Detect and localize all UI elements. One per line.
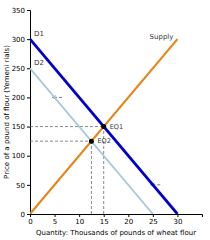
x-axis-title: Quantity: Thousands of pounds of wheat f… [36, 229, 196, 237]
x-axis-tick-label: 0 [28, 218, 32, 226]
x-axis-tick-label: 30 [173, 218, 182, 226]
x-axis-tick-label: 5 [53, 218, 57, 226]
point-label: EQ2 [97, 137, 110, 145]
x-axis-tick-mark [79, 214, 80, 217]
x-axis: 0 5 10 15 20 25 30 [28, 214, 202, 226]
y-axis: 0 50 100 150 200 250 300 350 [12, 7, 31, 219]
series-label: D1 [34, 30, 44, 38]
point [89, 139, 94, 144]
point [101, 124, 106, 129]
y-axis-tick: 100 [12, 152, 30, 160]
x-axis-tick: 10 [75, 214, 84, 226]
plot-area [30, 39, 177, 214]
x-axis-line [31, 215, 203, 218]
chart: 051015202530050100150200250300350Quantit… [0, 0, 210, 240]
y-axis-tick: 200 [12, 94, 30, 102]
y-axis-tick: 0 [21, 211, 30, 219]
x-axis-tick-mark [128, 214, 129, 217]
guide-line [30, 126, 104, 127]
x-axis-tick-mark [55, 214, 56, 217]
x-axis-tick: 0 [28, 214, 32, 226]
y-axis-tick-label: 200 [12, 94, 25, 102]
y-axis-tick-label: 100 [12, 152, 25, 160]
y-axis-tick-label: 150 [12, 123, 25, 131]
labels: Supply D1 D2 EQ1EQ2 [34, 30, 173, 145]
series-label: D2 [34, 59, 44, 67]
y-axis-tick-mark [27, 185, 30, 186]
guide-line [91, 141, 92, 214]
x-axis-tick-mark [177, 214, 178, 217]
y-axis-tick-label: 300 [12, 36, 25, 44]
y-axis-tick: 250 [12, 65, 30, 73]
x-axis-tick-mark [153, 214, 154, 217]
y-axis-tick-label: 0 [21, 211, 25, 219]
y-axis-tick-mark [27, 214, 30, 215]
y-axis-title: Price of a pound of flour (Yemeni rials) [3, 45, 11, 179]
y-axis-tick-label: 350 [12, 7, 25, 15]
x-axis-tick: 20 [124, 214, 133, 226]
y-axis-tick-mark [27, 156, 30, 157]
series-label: Supply [150, 33, 174, 41]
y-axis-line [27, 11, 31, 215]
series-line [30, 39, 177, 214]
y-axis-tick-mark [27, 68, 30, 69]
y-axis-tick-label: 250 [12, 65, 25, 73]
y-axis-tick: 350 [12, 7, 30, 15]
x-axis-tick: 5 [53, 214, 57, 226]
series-line [30, 68, 153, 214]
x-axis-tick: 30 [173, 214, 182, 226]
y-axis-tick: 50 [16, 182, 30, 190]
x-axis-tick-label: 25 [149, 218, 158, 226]
y-axis-tick-mark [27, 97, 30, 98]
y-axis-tick: 300 [12, 36, 30, 44]
guide-line [30, 141, 91, 142]
x-axis-tick: 25 [149, 214, 158, 226]
x-axis-tick-label: 20 [124, 218, 133, 226]
y-axis-tick-mark [27, 10, 30, 11]
x-axis-tick-label: 15 [100, 218, 109, 226]
x-axis-tick-label: 10 [75, 218, 84, 226]
y-axis-tick: 150 [12, 123, 30, 131]
y-axis-tick-mark [27, 39, 30, 40]
series-line [30, 39, 177, 214]
x-axis-tick-mark [104, 214, 105, 217]
y-axis-tick-label: 50 [16, 182, 25, 190]
x-axis-tick: 15 [100, 214, 109, 226]
point-label: EQ1 [110, 123, 123, 131]
y-axis-tick-mark [27, 127, 30, 128]
